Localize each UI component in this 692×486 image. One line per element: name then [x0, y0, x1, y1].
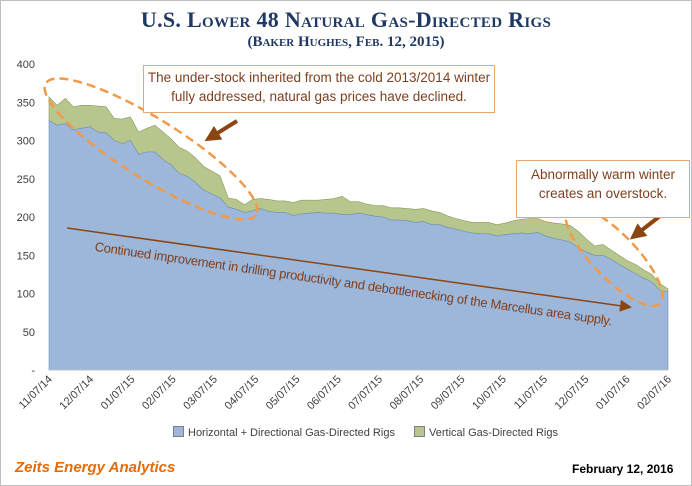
x-tick-label: 08/07/15 [388, 373, 427, 412]
legend-swatch-vertical [414, 426, 425, 437]
x-tick-label: 05/07/15 [264, 373, 303, 412]
x-tick-label: 09/07/15 [429, 373, 468, 412]
chart-subtitle: (Baker Hughes, Feb. 12, 2015) [247, 34, 445, 50]
callout-top: The under-stock inherited from the cold … [143, 65, 495, 113]
y-tick-label: - [31, 365, 35, 377]
y-tick-label: 300 [17, 136, 35, 148]
x-tick-label: 04/07/15 [223, 373, 262, 412]
highlight-ellipse-left [43, 77, 259, 221]
x-tick-label: 02/07/16 [635, 373, 674, 412]
x-tick-label: 10/07/15 [470, 373, 509, 412]
brand-name: Zeits Energy Analytics [15, 459, 176, 476]
footer-date: February 12, 2016 [572, 462, 674, 476]
y-tick-label: 100 [17, 289, 35, 301]
y-tick-label: 200 [17, 212, 35, 224]
x-tick-label: 01/07/16 [594, 373, 633, 412]
x-tick-label: 12/07/15 [553, 373, 592, 412]
x-tick-label: 12/07/14 [57, 373, 96, 412]
x-tick-label: 11/07/15 [512, 373, 550, 411]
y-tick-label: 250 [17, 174, 35, 186]
y-tick-label: 150 [17, 250, 35, 262]
x-tick-label: 06/07/15 [305, 373, 344, 412]
chart-title: U.S. Lower 48 Natural Gas-Directed Rigs [140, 7, 552, 32]
legend-label-horizontal: Horizontal + Directional Gas-Directed Ri… [188, 427, 395, 439]
x-tick-label: 01/07/15 [99, 373, 138, 412]
x-tick-label: 03/07/15 [181, 373, 220, 412]
trend-arrow [66, 227, 632, 312]
x-tick-label: 02/07/15 [140, 373, 179, 412]
callout-top-arrow [204, 119, 239, 142]
x-tick-label: 11/07/14 [17, 373, 55, 411]
y-tick-label: 50 [23, 327, 35, 339]
legend-item-horizontal: Horizontal + Directional Gas-Directed Ri… [173, 426, 395, 439]
legend-item-vertical: Vertical Gas-Directed Rigs [414, 426, 558, 439]
y-tick-label: 350 [17, 97, 35, 109]
legend-label-vertical: Vertical Gas-Directed Rigs [429, 427, 558, 439]
y-tick-label: 400 [17, 59, 35, 71]
callout-right: Abnormally warm winter creates an overst… [516, 160, 690, 218]
x-tick-label: 07/07/15 [346, 373, 385, 412]
callout-right-arrow [629, 214, 662, 240]
legend-swatch-horizontal [173, 426, 184, 437]
